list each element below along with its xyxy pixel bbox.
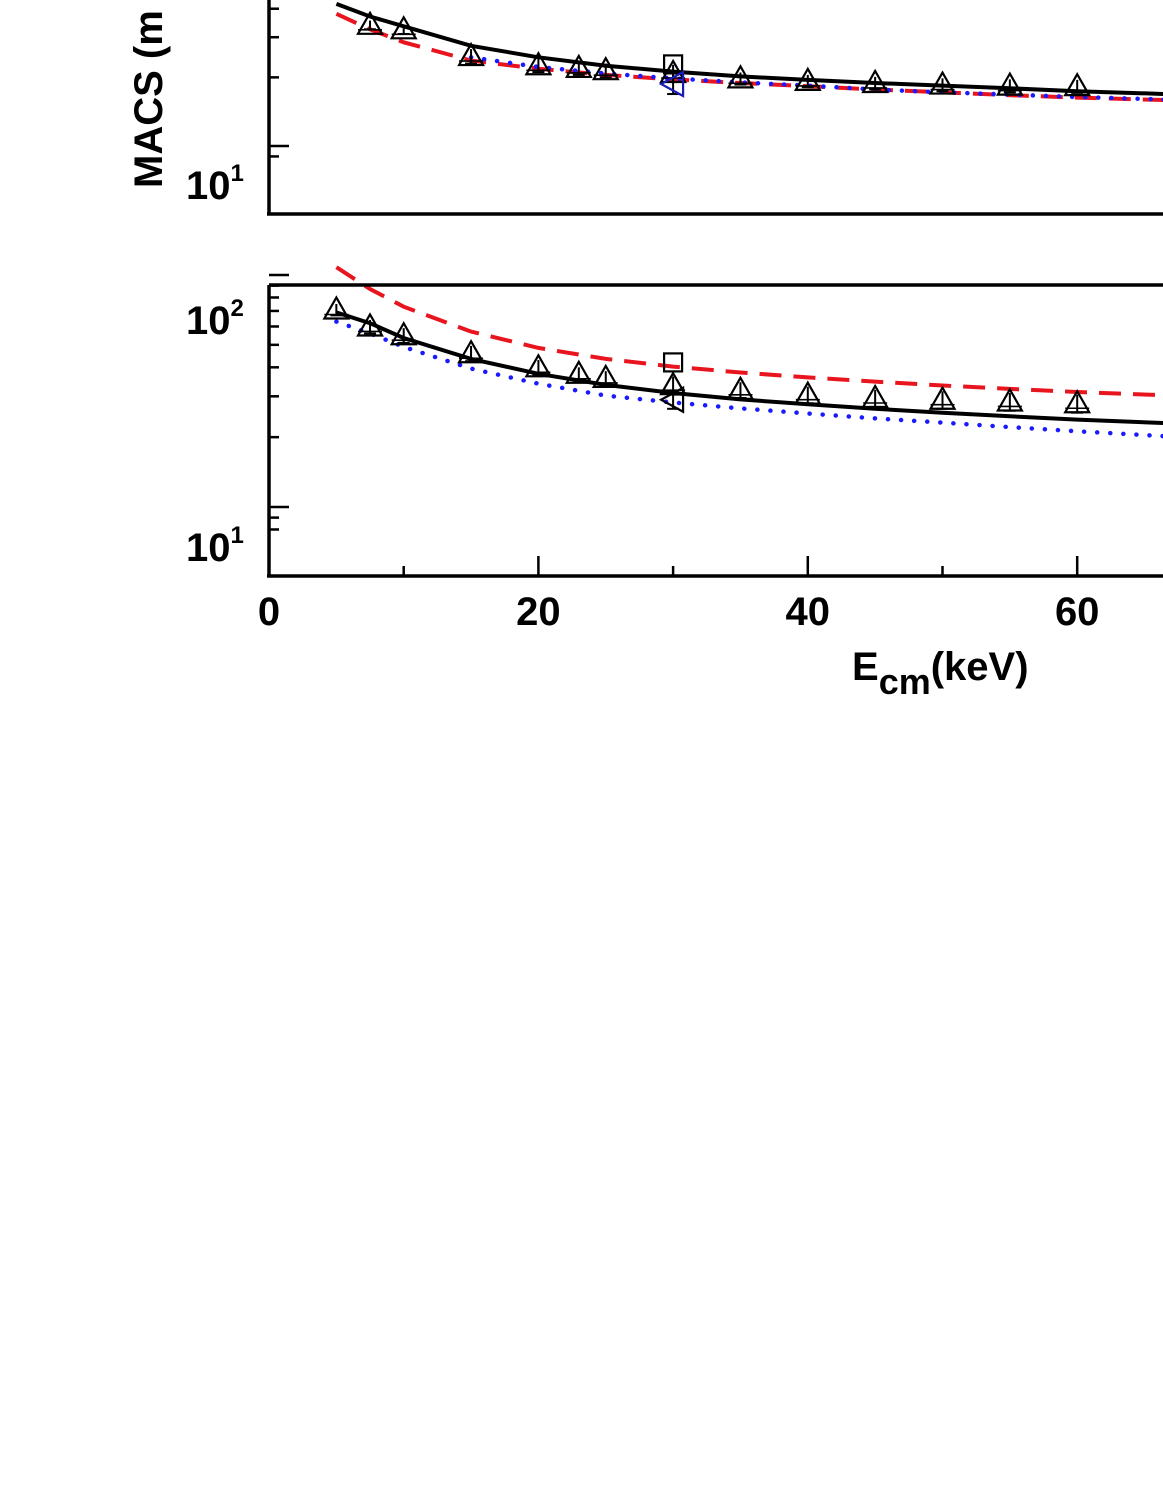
- upper-left-triangle-marker: [658, 70, 685, 98]
- upper-triangle-marker: [995, 71, 1024, 96]
- lower-y-tick-label-10: 101: [186, 522, 244, 570]
- upper-y-tick-label-10: 101: [186, 160, 244, 208]
- upper-triangle-marker: [591, 55, 620, 81]
- upper-triangle-marker: [793, 66, 822, 91]
- upper-triangle-marker: [524, 51, 553, 76]
- x-tick-label: 0: [258, 590, 280, 634]
- upper-triangle-marker: [356, 10, 384, 35]
- lower-square-marker: [662, 352, 684, 373]
- upper-square-marker: [662, 54, 684, 75]
- lower-triangle-marker: [591, 363, 620, 389]
- lower-triangle-marker: [457, 339, 485, 364]
- lower-x-ticks: 0 20 40 60: [258, 556, 1100, 634]
- upper-triangle-marker: [861, 68, 890, 94]
- lower-triangle-marker: [793, 380, 822, 405]
- upper-triangle-marker: [389, 15, 418, 40]
- lower-left-triangle-marker: [658, 385, 685, 414]
- lower-triangle-marker: [322, 295, 351, 320]
- lower-y-tick-label-100: 102: [186, 295, 244, 343]
- lower-triangle-marker: [524, 353, 553, 378]
- lower-triangle-marker: [1063, 389, 1092, 414]
- lower-triangle-marker: [861, 383, 890, 409]
- upper-panel: MACS (m 101: [127, 0, 1163, 216]
- upper-triangle-marker: [457, 41, 485, 67]
- lower-triangle-marker: [995, 387, 1024, 412]
- upper-triangle-marker: [928, 70, 957, 95]
- lower-triangle-marker: [928, 385, 957, 410]
- lower-dashed-line: [335, 265, 1163, 398]
- upper-dotted-line: [468, 55, 1163, 102]
- x-tick-label: 60: [1055, 590, 1100, 634]
- upper-y-ticks: [269, 7, 289, 158]
- upper-triangle-marker: [1063, 71, 1092, 97]
- lower-y-ticks: [269, 273, 289, 531]
- upper-y-axis-label: MACS (m: [127, 10, 171, 188]
- upper-plot-area: [335, 2, 1163, 103]
- lower-dotted-line: [334, 319, 1163, 439]
- lower-triangle-marker: [389, 321, 418, 346]
- lower-triangle-marker: [726, 375, 755, 400]
- lower-triangle-marker: [564, 359, 593, 384]
- lower-triangle-marker: [659, 370, 687, 396]
- lower-triangle-marker: [356, 312, 384, 337]
- upper-triangle-marker: [726, 64, 755, 89]
- upper-triangle-marker: [564, 53, 593, 79]
- lower-panel: 0 20 40 60 102 101 Ecm(keV): [186, 265, 1163, 702]
- x-tick-label: 40: [786, 590, 831, 634]
- x-axis-label: Ecm(keV): [852, 645, 1029, 702]
- lower-plot-area: [322, 265, 1163, 439]
- upper-solid-line: [335, 2, 1163, 96]
- x-tick-label: 20: [516, 590, 561, 634]
